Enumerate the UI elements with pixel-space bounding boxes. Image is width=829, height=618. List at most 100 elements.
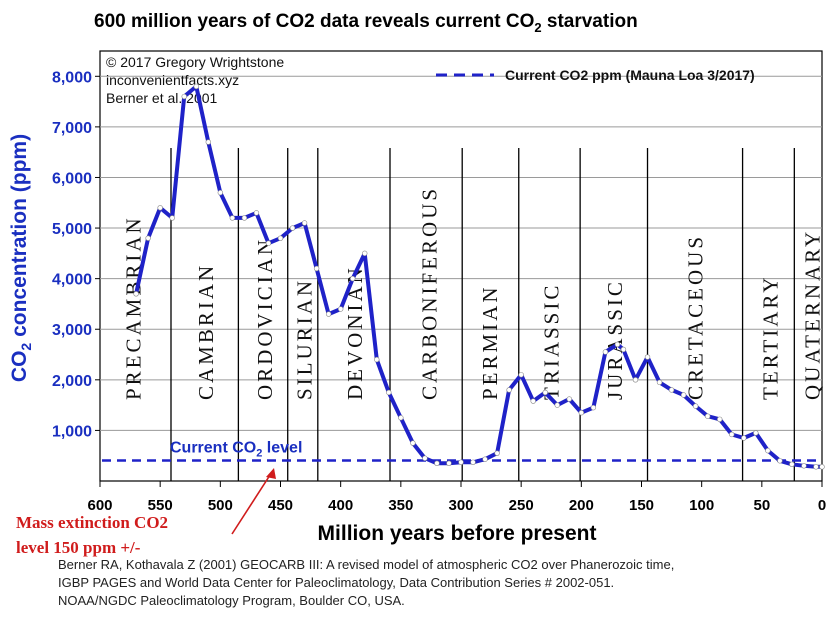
period-label-ordovician: ORDOVICIAN: [253, 237, 277, 400]
period-label-tertiary: TERTIARY: [758, 275, 782, 400]
grid-lines: [100, 75, 822, 431]
x-tick-label: 50: [753, 497, 770, 514]
data-point: [530, 398, 536, 404]
y-tick-label: 7,000: [52, 120, 92, 137]
period-label-triassic: TRIASSIC: [539, 283, 563, 400]
current-co2-level-label: Current CO2 level: [170, 440, 302, 460]
data-point: [494, 450, 500, 456]
data-point: [253, 210, 260, 216]
y-tick-label: 5,000: [52, 221, 92, 238]
annotation-line-2: level 150 ppm +/-: [16, 538, 141, 557]
x-tick-label: 350: [388, 497, 413, 514]
x-tick-label: 550: [148, 497, 173, 514]
data-point: [386, 389, 392, 396]
annotation-arrow: [231, 471, 273, 535]
period-label-cretaceous: CRETACEOUS: [684, 234, 708, 400]
data-point: [614, 341, 621, 348]
data-point: [362, 250, 368, 257]
data-point: [717, 416, 723, 422]
data-point: [181, 93, 187, 100]
y-tick-label: 2,000: [52, 373, 92, 390]
data-point: [241, 215, 248, 221]
x-tick-label: 150: [629, 497, 654, 514]
x-axis-label: Million years before present: [318, 522, 597, 545]
citation-line-2: IGBP PAGES and World Data Center for Pal…: [58, 575, 614, 590]
y-tick-label: 6,000: [52, 170, 92, 187]
data-point: [301, 220, 308, 226]
data-point: [470, 459, 476, 465]
y-tick-label: 1,000: [52, 423, 92, 440]
annotation-line-1: Mass extinction CO2: [16, 513, 168, 532]
period-labels: PRECAMBRIAN CAMBRIAN ORDOVICIAN SILURIAN DEV…: [122, 186, 825, 400]
data-point: [819, 464, 825, 470]
data-point: [506, 387, 512, 393]
data-point: [602, 349, 609, 355]
period-label-cambrian: CAMBRIAN: [194, 263, 218, 400]
legend-label: Current CO2 ppm (Mauna Loa 3/2017): [505, 67, 755, 83]
data-point: [410, 440, 416, 446]
data-point: [265, 240, 272, 246]
data-point: [789, 461, 795, 468]
data-point: [145, 235, 151, 241]
data-point: [169, 215, 175, 221]
data-point: [277, 235, 284, 241]
data-point: [741, 435, 747, 441]
data-point: [813, 464, 819, 470]
data-point: [566, 396, 572, 402]
citation-line-1: Berner RA, Kothavala Z (2001) GEOCARB II…: [58, 557, 674, 572]
y-tick-label: 4,000: [52, 272, 92, 289]
annotation-arrowhead: [266, 468, 276, 479]
data-point: [350, 275, 356, 282]
data-point: [765, 447, 771, 454]
data-point: [518, 372, 524, 378]
data-point: [704, 413, 711, 419]
x-tick-label: 0: [818, 497, 826, 514]
data-point: [578, 410, 585, 416]
data-point: [325, 311, 332, 317]
data-point: [337, 306, 344, 312]
data-point: [157, 205, 163, 211]
period-label-jurassic: JURASSIC: [603, 279, 627, 400]
data-point: [133, 291, 139, 297]
data-point: [482, 456, 488, 462]
data-point: [374, 356, 380, 363]
period-label-carboniferous: CARBONIFEROUS: [418, 186, 442, 400]
data-point: [193, 83, 199, 90]
data-point: [692, 403, 699, 409]
data-point: [729, 431, 735, 438]
y-axis-label: CO2 concentration (ppm): [8, 134, 34, 382]
data-point: [434, 460, 440, 466]
data-point: [668, 387, 675, 393]
period-boundaries: [170, 148, 795, 481]
chart-title: 600 million years of CO2 data reveals cu…: [94, 11, 638, 35]
x-tick-label: 500: [208, 497, 233, 514]
data-point: [446, 460, 452, 466]
data-point: [590, 404, 597, 411]
citation-line-3: NOAA/NGDC Paleoclimatology Program, Boul…: [58, 593, 405, 608]
y-tick-label: 8,000: [52, 69, 92, 86]
x-tick-label: 200: [569, 497, 594, 514]
x-tick-label: 400: [328, 497, 353, 514]
data-point: [217, 189, 224, 196]
x-tick-label: 600: [87, 497, 112, 514]
data-point: [554, 402, 560, 408]
data-point: [753, 430, 759, 436]
period-label-quaternary: QUATERNARY: [800, 229, 824, 400]
data-point: [542, 389, 548, 396]
y-tick-labels: 1,000 2,000 3,000 4,000 5,000 6,000 7,000 8,000: [52, 69, 100, 440]
data-point: [398, 415, 404, 421]
credit-line-1: © 2017 Gregory Wrightstone: [106, 54, 284, 70]
data-point: [632, 377, 639, 383]
x-tick-label: 250: [509, 497, 534, 514]
period-label-permian: PERMIAN: [478, 284, 502, 400]
period-label-devonian: DEVONIAN: [343, 265, 367, 400]
data-point: [313, 265, 320, 272]
data-point: [656, 379, 663, 386]
data-point: [801, 463, 807, 469]
data-point: [644, 354, 651, 360]
credit-line-2: inconvenientfacts.xyz: [106, 72, 239, 88]
co2-series: [133, 83, 825, 470]
period-label-silurian: SILURIAN: [293, 278, 317, 400]
x-tick-label: 450: [268, 497, 293, 514]
